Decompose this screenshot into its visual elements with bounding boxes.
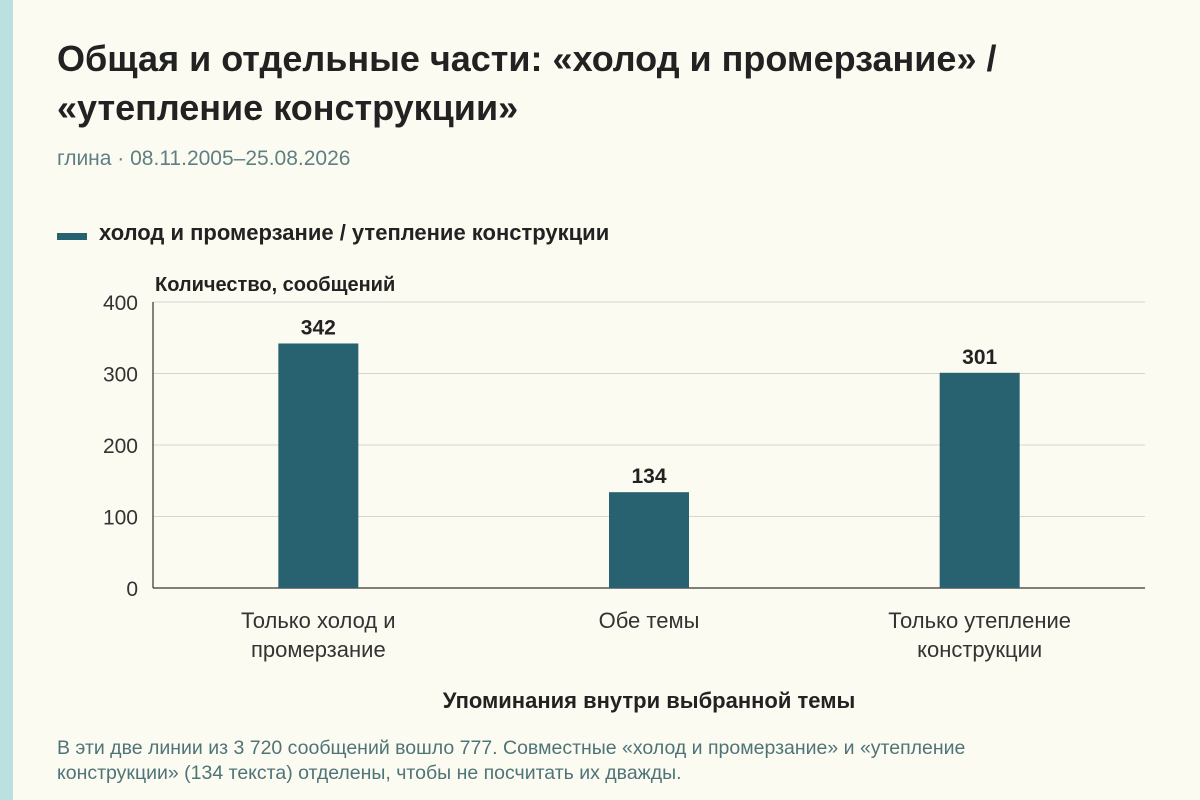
bar [939,372,1020,588]
data-label: 134 [631,465,666,488]
y-tick-label: 300 [103,364,138,387]
chart-title: Общая и отдельные части: «холод и промер… [57,38,997,128]
x-tick-label: Только утепление [888,608,1071,633]
legend-label: холод и промерзание / утепление конструк… [99,220,610,245]
y-tick-label: 0 [126,578,138,601]
x-tick-label: конструкции [917,637,1042,662]
bar [609,492,689,588]
footnote: В эти две линии из 3 720 сообщений вошло… [57,737,966,784]
data-label: 301 [962,346,997,369]
x-tick-label: Обе темы [599,608,700,633]
x-tick-label: промерзание [251,637,386,662]
legend-swatch [57,232,87,240]
chart-subtitle: глина · 08.11.2005–25.08.2026 [57,147,351,170]
legend: холод и промерзание / утепление конструк… [57,219,609,247]
accent-strip [0,0,13,800]
y-tick-label: 400 [103,292,138,315]
y-tick-label: 200 [103,435,138,458]
x-tick-label: Только холод и [241,608,396,633]
data-label: 342 [301,316,336,339]
y-tick-label: 100 [103,507,138,530]
y-axis-label: Количество, сообщений [155,274,396,296]
x-axis-label: Упоминания внутри выбранной темы [443,688,856,713]
bar [278,343,359,588]
